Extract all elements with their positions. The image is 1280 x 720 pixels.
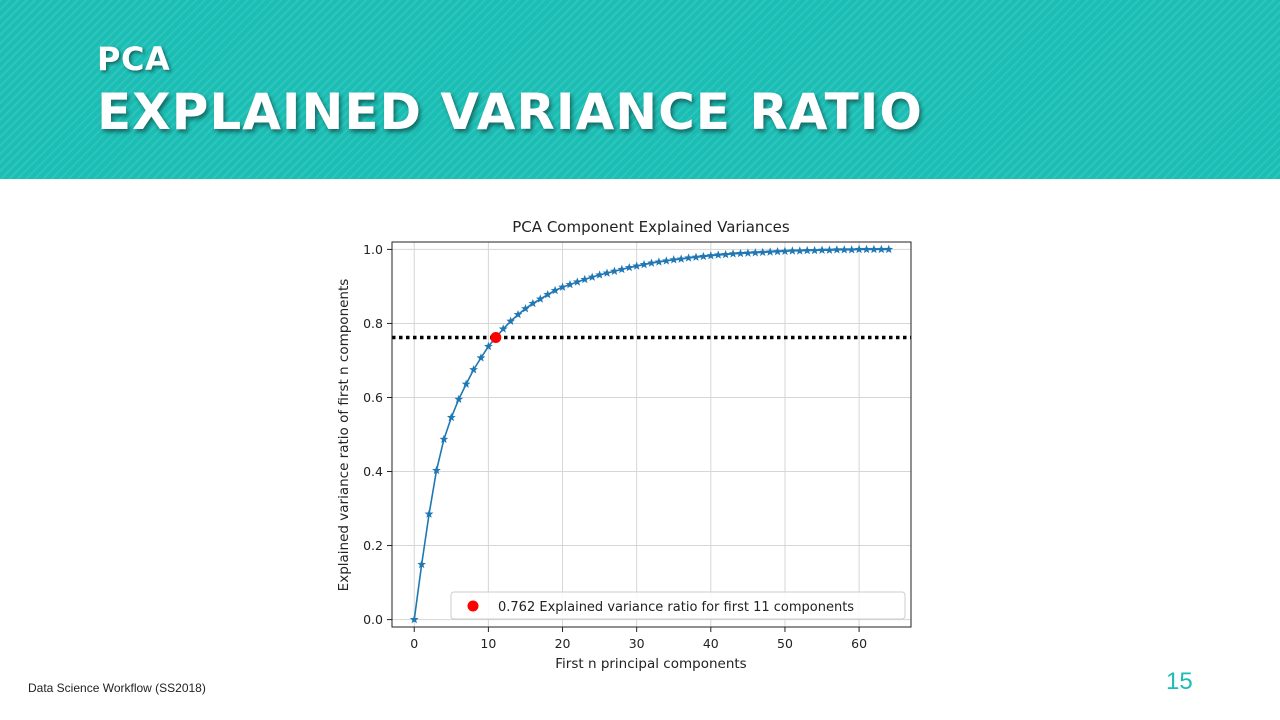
- data-point-star: [565, 279, 575, 289]
- y-tick-label: 1.0: [363, 242, 383, 257]
- x-tick-label: 30: [629, 636, 645, 651]
- data-point-star: [869, 244, 879, 254]
- data-point-star: [699, 251, 708, 261]
- data-point-star: [424, 509, 434, 518]
- plot-frame: [391, 241, 912, 628]
- data-point-star: [743, 248, 753, 257]
- data-point-star: [543, 289, 553, 299]
- data-point-star: [602, 268, 612, 277]
- data-point-star: [484, 341, 493, 351]
- data-point-star: [654, 257, 664, 266]
- data-point-star: [810, 245, 819, 255]
- data-point-star: [832, 245, 842, 254]
- header-banner: [0, 0, 1280, 179]
- data-point-star: [647, 258, 656, 267]
- axis-ticks: 0 10 20 30 40 50 60 0.0 0.2 0.4 0.6 0.8 1.0: [363, 242, 867, 651]
- data-point-star: [639, 259, 649, 269]
- data-point-star: [795, 246, 805, 255]
- data-point-star: [617, 264, 627, 274]
- data-point-star: [432, 465, 441, 475]
- data-point-star: [706, 251, 716, 260]
- x-tick-label: 0: [410, 636, 418, 651]
- data-point-star: [876, 244, 886, 254]
- data-point-star: [765, 247, 775, 256]
- data-point-star: [446, 412, 456, 422]
- data-point-star: [736, 248, 745, 258]
- data-point-star: [521, 304, 530, 313]
- data-point-star: [595, 270, 604, 279]
- data-point-star: [758, 247, 768, 257]
- data-point-star: [669, 255, 679, 264]
- footer-text: Data Science Workflow (SS2018): [28, 681, 206, 695]
- y-tick-label: 0.8: [363, 316, 383, 331]
- data-point-star: [854, 244, 864, 254]
- data-point-star: [469, 365, 478, 374]
- pca-chart: PCA Component Explained Variances First …: [336, 218, 912, 672]
- data-point-star: [713, 250, 723, 259]
- y-tick-label: 0.2: [363, 538, 383, 553]
- data-point-star: [498, 324, 508, 333]
- data-point-star: [750, 248, 760, 257]
- data-point-star: [817, 245, 827, 254]
- data-point-star: [528, 298, 538, 308]
- y-tick-label: 0.4: [363, 464, 383, 479]
- data-point-star: [610, 266, 619, 275]
- legend-marker: [467, 600, 479, 612]
- data-point-star: [580, 274, 590, 284]
- data-point-star: [884, 244, 894, 254]
- y-tick-label: 0.6: [363, 390, 383, 405]
- x-axis-label: First n principal components: [555, 656, 746, 672]
- data-point-star: [439, 434, 449, 444]
- data-point-star: [587, 272, 597, 281]
- chart-container: PCA Component Explained Variances First …: [330, 205, 930, 685]
- x-tick-label: 20: [555, 636, 571, 651]
- data-point-star: [788, 246, 797, 255]
- highlight-point: [490, 332, 502, 344]
- page-number: 15: [1166, 668, 1193, 695]
- data-point-star: [676, 254, 686, 263]
- data-point-star: [558, 282, 567, 291]
- y-axis-label: Explained variance ratio of first n comp…: [336, 279, 352, 592]
- data-point-star: [773, 247, 782, 256]
- data-point-star: [572, 277, 582, 286]
- variance-series-line: [413, 248, 889, 620]
- data-point-star: [728, 249, 738, 258]
- data-point-star: [802, 245, 812, 255]
- data-point-star: [513, 309, 523, 319]
- x-tick-label: 40: [703, 636, 719, 651]
- x-tick-label: 10: [480, 636, 496, 651]
- slide-title: EXPLAINED VARIANCE RATIO: [97, 83, 923, 141]
- data-point-star: [661, 256, 671, 265]
- data-point-star: [409, 615, 419, 624]
- legend-box: [450, 591, 906, 620]
- data-point-star: [535, 294, 545, 303]
- grid: [392, 242, 911, 627]
- data-point-star: [454, 394, 464, 404]
- data-point-star: [506, 316, 515, 325]
- x-tick-label: 60: [851, 636, 867, 651]
- data-point-star: [476, 353, 486, 362]
- data-point-star: [461, 379, 471, 388]
- data-point-star: [862, 244, 871, 254]
- data-point-star: [839, 245, 849, 254]
- plot-area: [392, 244, 911, 624]
- data-point-star: [847, 245, 857, 254]
- data-point-star: [632, 261, 642, 270]
- data-point-star: [417, 559, 427, 569]
- data-point-star: [721, 249, 731, 259]
- data-point-star: [624, 262, 634, 272]
- legend-label: 0.762 Explained variance ratio for first…: [498, 600, 854, 615]
- y-tick-label: 0.0: [363, 612, 383, 627]
- data-point-star: [691, 252, 701, 261]
- data-point-star: [825, 245, 834, 254]
- legend: 0.762 Explained variance ratio for first…: [450, 591, 906, 620]
- slide-subtitle: PCA: [97, 40, 171, 78]
- data-point-star: [684, 253, 693, 262]
- chart-title: PCA Component Explained Variances: [512, 218, 790, 236]
- data-point-star: [780, 246, 790, 255]
- data-point-star: [550, 285, 560, 295]
- x-tick-label: 50: [777, 636, 793, 651]
